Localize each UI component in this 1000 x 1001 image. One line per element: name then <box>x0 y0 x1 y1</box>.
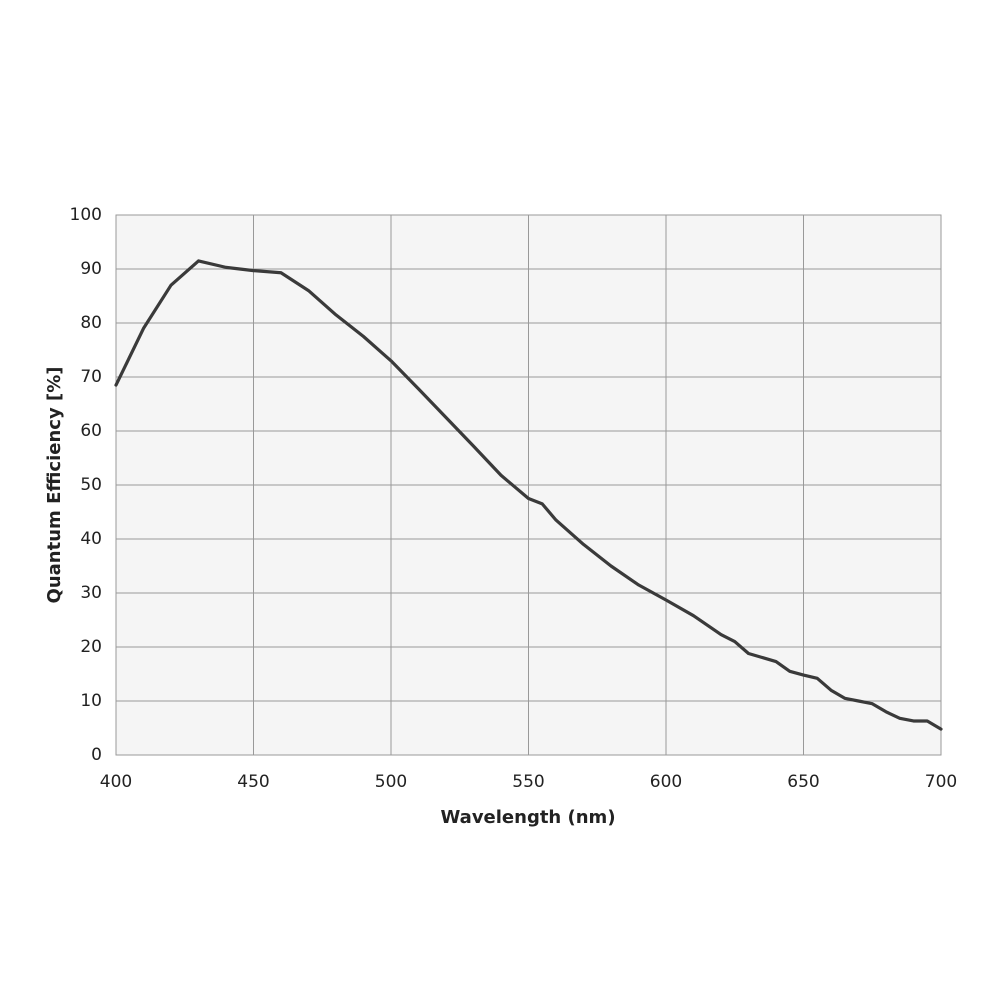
y-tick-label: 50 <box>80 475 102 495</box>
x-tick-label: 700 <box>925 772 957 792</box>
y-tick-label: 40 <box>80 529 102 549</box>
x-tick-label: 550 <box>512 772 544 792</box>
y-tick-label: 90 <box>80 259 102 279</box>
x-tick-label: 500 <box>375 772 407 792</box>
y-tick-label: 0 <box>91 745 102 765</box>
x-tick-label: 650 <box>787 772 819 792</box>
x-axis-label: Wavelength (nm) <box>440 807 615 828</box>
y-tick-label: 10 <box>80 691 102 711</box>
x-tick-label: 450 <box>237 772 269 792</box>
y-tick-label: 100 <box>70 205 102 225</box>
y-tick-label: 30 <box>80 583 102 603</box>
y-tick-label: 70 <box>80 367 102 387</box>
y-tick-label: 60 <box>80 421 102 441</box>
data-line <box>114 259 943 731</box>
y-tick-label: 80 <box>80 313 102 333</box>
x-tick-label: 400 <box>100 772 132 792</box>
y-axis-label: Quantum Efficiency [%] <box>44 367 65 604</box>
x-tick-label: 600 <box>650 772 682 792</box>
y-tick-label: 20 <box>80 637 102 657</box>
